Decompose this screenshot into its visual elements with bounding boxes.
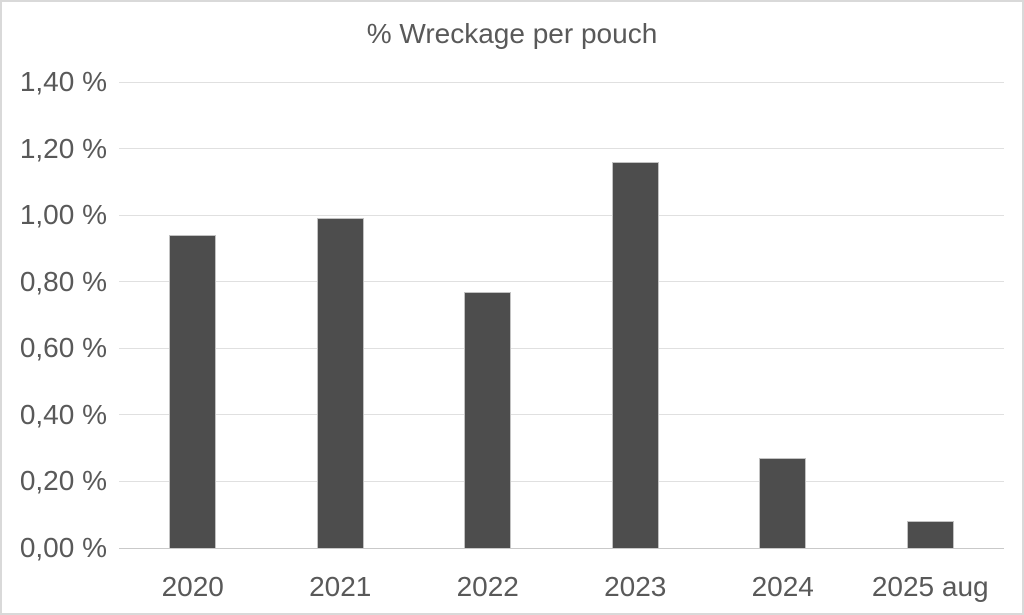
y-axis-tick-label: 1,40 %	[19, 66, 107, 97]
bar-2021	[316, 218, 364, 548]
plot-area	[119, 81, 1004, 549]
x-axis-tick-label: 2025 aug	[871, 571, 989, 602]
bar-2024	[759, 458, 807, 548]
gridline	[119, 414, 1004, 416]
bar-2023	[611, 161, 659, 548]
gridline	[119, 81, 1004, 83]
gridline	[119, 214, 1004, 216]
y-axis-tick-label: 0,20 %	[19, 465, 107, 497]
bar-2022	[464, 291, 512, 548]
bar-2020	[169, 235, 217, 548]
y-axis-tick-label: 0,00 %	[19, 532, 107, 563]
gridline	[119, 281, 1004, 283]
gridline	[119, 480, 1004, 482]
x-axis-tick-label: 2022	[456, 571, 519, 602]
y-axis-tick-label: 0,40 %	[19, 398, 107, 430]
x-axis-tick-label: 2021	[309, 571, 372, 602]
y-axis-tick-label: 1,00 %	[19, 199, 107, 231]
chart-title: % Wreckage per pouch	[366, 18, 658, 49]
y-axis-tick-label: 1,20 %	[19, 132, 107, 164]
x-axis-tick-label: 2024	[751, 571, 814, 602]
y-axis-tick-label: 0,80 %	[19, 265, 107, 297]
gridline	[119, 148, 1004, 150]
x-axis-tick-label: 2020	[161, 571, 224, 602]
y-axis-tick-label: 0,60 %	[19, 332, 107, 364]
x-axis-tick-label: 2023	[604, 571, 667, 602]
x-axis-baseline	[119, 547, 1004, 549]
bar-2025-aug	[906, 521, 954, 548]
gridline	[119, 347, 1004, 349]
